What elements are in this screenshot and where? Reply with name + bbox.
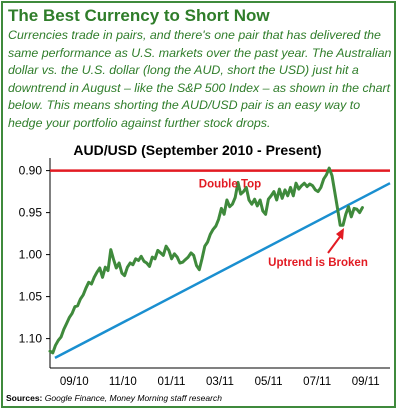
source-note: Sources: Google Finance, Money Morning s… <box>6 393 222 403</box>
y-tick-label: 1.00 <box>19 248 43 262</box>
annotation-arrow-shaft <box>327 233 343 254</box>
y-tick-label: 1.10 <box>19 332 43 346</box>
annotation-arrowhead <box>336 228 344 240</box>
x-tick-label: 11/10 <box>109 376 137 388</box>
source-label: Sources: <box>6 393 43 403</box>
source-text: Google Finance, Money Morning staff rese… <box>44 393 222 403</box>
x-tick-label: 01/11 <box>157 376 185 388</box>
uptrend-broken-label: Uptrend is Broken <box>268 257 368 269</box>
y-tick-label: 0.90 <box>19 164 43 178</box>
y-tick-label: 1.05 <box>19 290 43 304</box>
uptrend-line <box>54 182 391 360</box>
x-tick-label: 09/10 <box>60 376 89 388</box>
article-card <box>1 1 396 408</box>
x-tick-label: 03/11 <box>206 376 234 388</box>
chart-annotations: Double Top Uptrend is Broken <box>199 179 368 269</box>
chart-axes: 0.90 0.95 1.00 1.05 1.10 09/10 11/10 01/11 03/11… <box>19 158 390 388</box>
x-tick-label: 09/11 <box>352 376 380 388</box>
price-series <box>48 166 364 355</box>
double-top-label: Double Top <box>199 179 261 191</box>
intro-paragraph: Currencies trade in pairs, and there's o… <box>8 28 392 130</box>
reference-lines <box>50 169 391 360</box>
x-tick-label: 07/11 <box>303 376 331 388</box>
y-tick-label: 0.95 <box>19 206 43 220</box>
x-tick-label: 05/11 <box>255 376 283 388</box>
headline: The Best Currency to Short Now <box>8 6 270 25</box>
aud-usd-price-line <box>48 166 364 355</box>
chart-title: AUD/USD (September 2010 - Present) <box>73 142 322 158</box>
